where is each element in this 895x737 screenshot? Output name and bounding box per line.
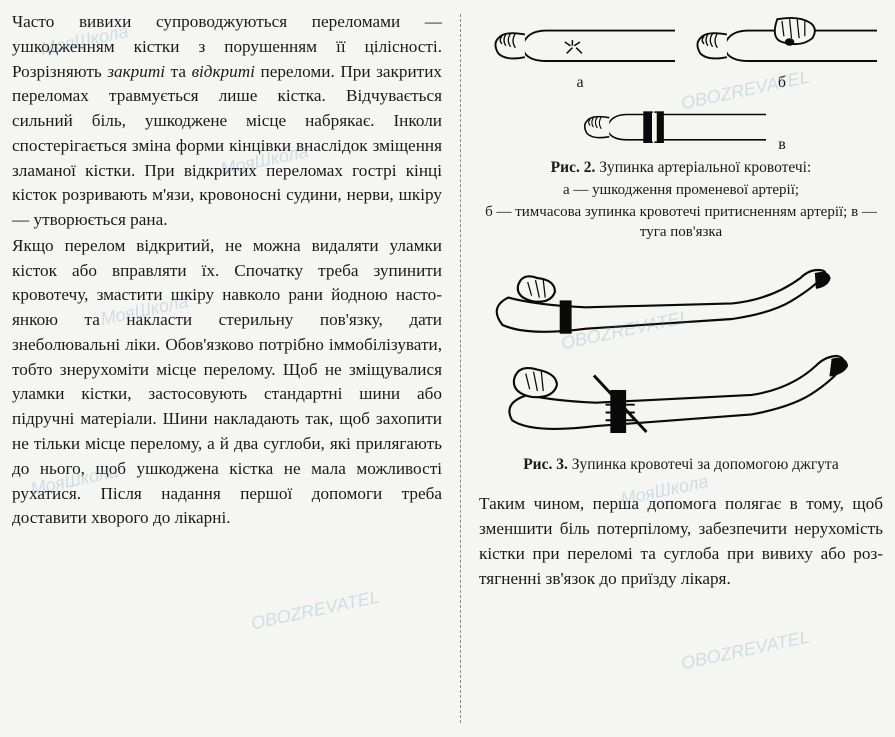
fig3-caption-rest: Зупинка кровотечі за допомогою джгута: [568, 456, 839, 473]
page-root: Часто вивихи супроводжуються пере­ломами…: [0, 0, 895, 737]
fig2-caption-rest: Зупинка артеріальної кровотечі:: [595, 159, 811, 176]
fig2-caption-lead: Рис. 2.: [551, 159, 596, 176]
figure-2: а б: [479, 12, 883, 242]
column-divider: [460, 14, 461, 723]
arm-illustration-v: [576, 94, 766, 154]
fig2-arm-a: а: [485, 12, 675, 92]
fig2-row-1: а б: [479, 12, 883, 92]
right-column: а б: [479, 10, 883, 727]
fig2-arm-v: [576, 94, 766, 154]
fig2-sub-a: а — ушкодження променевої артерії;: [479, 181, 883, 201]
left-column: Часто вивихи супроводжуються пере­ломами…: [12, 10, 442, 727]
arm-illustration-b: [687, 12, 877, 72]
p1-text-c: переломи. При закри­тих переломах травму…: [12, 62, 442, 230]
fig2-label-v: в: [778, 136, 786, 154]
p1-text-b: та: [165, 62, 192, 81]
fig3-caption-lead: Рис. 3.: [523, 456, 568, 473]
fig2-sub-b: б — тимчасова зупинка кровотечі притис­н…: [479, 203, 883, 243]
fig2-label-b: б: [778, 74, 786, 92]
leg-tourniquet-illustration: [479, 266, 849, 446]
fig2-arm-b: б: [687, 12, 877, 92]
figure-3: Рис. 3. Зупинка кровотечі за допомогою д…: [479, 266, 883, 476]
left-paragraph-2: Якщо перелом відкритий, не можна ви­даля…: [12, 234, 442, 531]
p1-em-open: відкриті: [192, 62, 255, 81]
arm-illustration-a: [485, 12, 675, 72]
fig2-label-a: а: [576, 74, 583, 92]
fig2-caption: Рис. 2. Зупинка артеріальної кровотечі:: [479, 158, 883, 179]
left-paragraph-1: Часто вивихи супроводжуються пере­ломами…: [12, 10, 442, 233]
p1-em-closed: за­криті: [107, 62, 165, 81]
fig3-caption: Рис. 3. Зупинка кровотечі за допомогою д…: [479, 455, 883, 476]
right-paragraph: Таким чином, перша допомога полягає в то…: [479, 492, 883, 591]
fig2-row-2: в: [479, 94, 883, 154]
